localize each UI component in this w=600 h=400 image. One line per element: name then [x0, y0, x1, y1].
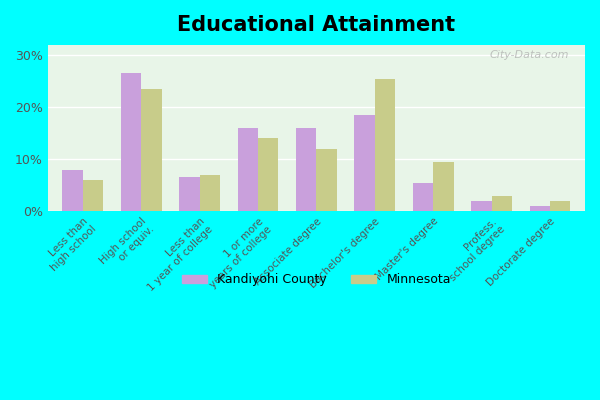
Bar [238, 128, 258, 211]
Legend: Kandiyohi County, Minnesota: Kandiyohi County, Minnesota [177, 268, 456, 291]
Title: Educational Attainment: Educational Attainment [178, 15, 455, 35]
Bar [121, 74, 141, 211]
Bar [550, 201, 571, 211]
Bar [296, 128, 316, 211]
Bar [413, 182, 433, 211]
Bar [471, 201, 491, 211]
Bar [141, 89, 161, 211]
Bar [530, 206, 550, 211]
Bar [375, 79, 395, 211]
Bar [316, 149, 337, 211]
Bar [200, 175, 220, 211]
Bar [83, 180, 103, 211]
Bar [433, 162, 454, 211]
Bar [179, 177, 200, 211]
Bar [258, 138, 278, 211]
Bar [491, 196, 512, 211]
Bar [355, 115, 375, 211]
Bar [62, 170, 83, 211]
Text: City-Data.com: City-Data.com [490, 50, 569, 60]
